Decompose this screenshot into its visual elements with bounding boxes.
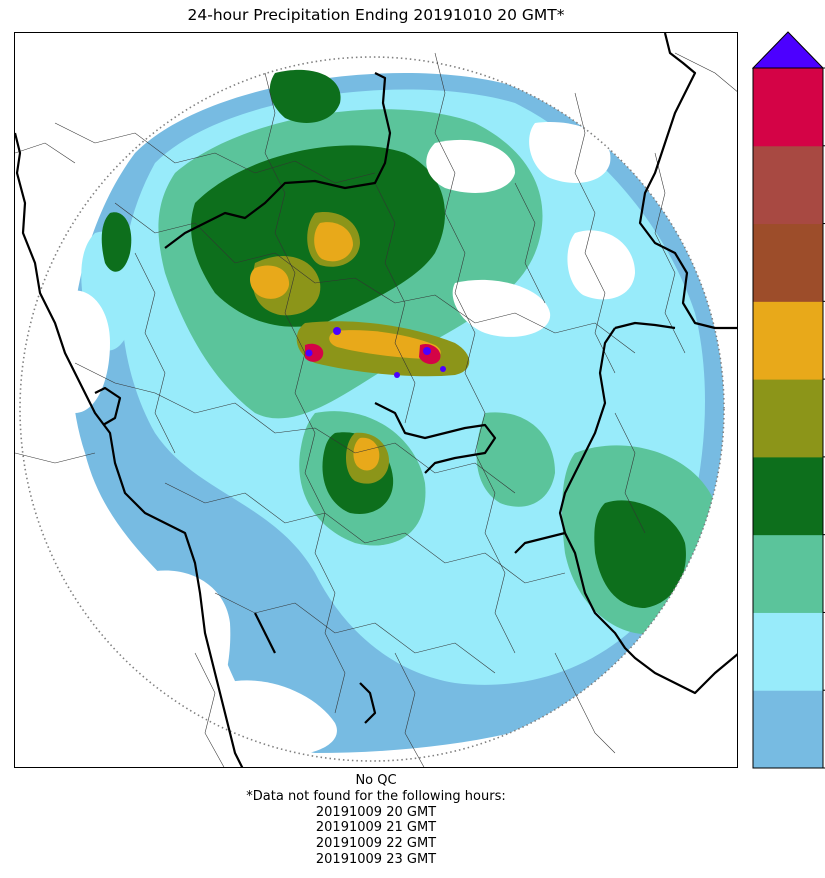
district-boundaries [15,52,737,767]
missing-hour: 20191009 20 GMT [315,804,437,820]
footer-note: No QC *Data not found for the following … [0,773,752,868]
missing-hour: 20191009 23 GMT [315,851,437,867]
colorbar-band [753,145,823,225]
colorbar-band [753,612,823,691]
missing-data-note: *Data not found for the following hours: [246,788,506,804]
colorbar-outline [752,67,824,769]
colorbar-band [753,690,823,769]
colorbar-ticks: 12510203040506070 [823,67,825,769]
colorbar-band [753,534,823,613]
colorbar-bands [753,68,823,769]
colorbar-band [753,223,823,302]
qc-label: No QC [355,773,397,788]
precipitation-field [56,69,724,756]
radar-range-ring [19,56,725,762]
colorbar-band [753,301,823,380]
colorbar: 12510203040506070 [752,31,825,769]
colorbar-band [753,456,823,536]
missing-hour: 20191009 21 GMT [315,820,437,836]
colorbar-band [753,379,823,458]
colorbar-band [753,68,823,147]
radar-map [14,32,738,768]
colorbar-extend-arrow [752,31,825,69]
state-boundaries [15,33,737,767]
missing-hour: 20191009 22 GMT [315,836,437,852]
map-title: 24-hour Precipitation Ending 20191010 20… [187,6,565,24]
